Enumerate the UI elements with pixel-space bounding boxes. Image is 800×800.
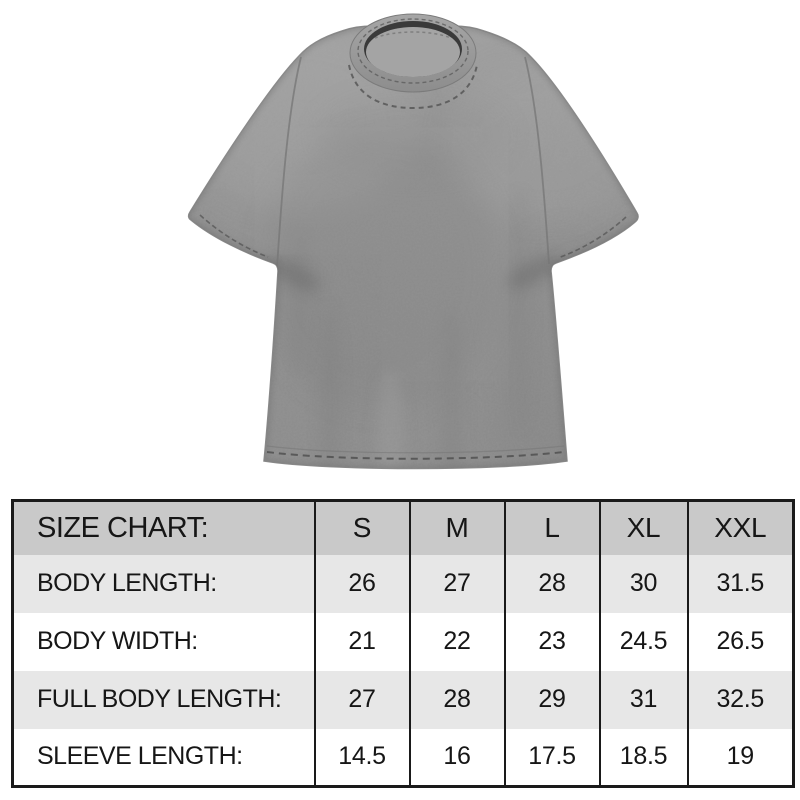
cell-body-length-l: 28 (503, 554, 600, 613)
table-row-full-body-length: FULL BODY LENGTH: 27 28 29 31 32.5 (12, 670, 794, 729)
collar-stitch-band (357, 18, 469, 84)
cell-body-width-s: 21 (313, 612, 410, 671)
tshirt-product-image (165, 5, 665, 490)
size-chart-header-row: SIZE CHART: S M L XL XXL (12, 500, 794, 555)
row-label-body-width: BODY WIDTH: (37, 627, 198, 655)
cell-body-length-s: 26 (313, 554, 410, 613)
cell-body-length-xl: 30 (598, 554, 688, 613)
cell-body-length-xxl: 31.5 (686, 554, 794, 613)
cell-sleeve-length-m: 16 (408, 728, 505, 787)
row-label-body-length: BODY LENGTH: (37, 569, 217, 597)
size-col-header-xxl: XXL (686, 500, 794, 555)
row-label-full-body-length: FULL BODY LENGTH: (37, 685, 282, 713)
size-col-header-m: M (408, 500, 505, 555)
cell-sleeve-length-xl: 18.5 (598, 728, 688, 787)
cell-sleeve-length-s: 14.5 (313, 728, 410, 787)
cell-full-body-length-s: 27 (313, 670, 410, 729)
cell-body-width-xxl: 26.5 (686, 612, 794, 671)
cell-body-width-xl: 24.5 (598, 612, 688, 671)
collar-stitch-outer (348, 64, 478, 110)
size-col-header-l: L (503, 500, 600, 555)
size-col-header-xl: XL (598, 500, 688, 555)
right-cuff-stitch (557, 216, 627, 259)
cell-sleeve-length-xxl: 19 (686, 728, 794, 787)
table-row-body-length: BODY LENGTH: 26 27 28 30 31.5 (12, 554, 794, 613)
tshirt-collar (348, 13, 478, 110)
cell-full-body-length-xxl: 32.5 (686, 670, 794, 729)
inner-back-panel (366, 27, 460, 77)
hem-stitch (266, 445, 565, 460)
row-label-sleeve-length: SLEEVE LENGTH: (37, 742, 243, 771)
size-chart-table: SIZE CHART: S M L XL XXL BODY LENGTH: 26… (11, 499, 795, 788)
size-col-header-s: S (313, 500, 410, 555)
cell-full-body-length-xl: 31 (598, 670, 688, 729)
table-row-sleeve-length: SLEEVE LENGTH: 14.5 16 17.5 18.5 19 (12, 728, 794, 787)
size-chart-title: SIZE CHART: (37, 511, 209, 544)
cell-body-width-m: 22 (408, 612, 505, 671)
right-sleeve-seam (524, 56, 550, 265)
cell-sleeve-length-l: 17.5 (503, 728, 600, 787)
table-row-body-width: BODY WIDTH: 21 22 23 24.5 26.5 (12, 612, 794, 671)
cell-full-body-length-l: 29 (503, 670, 600, 729)
tshirt-illustration (187, 13, 639, 470)
inner-neck-stitch (374, 31, 452, 39)
cell-body-width-l: 23 (503, 612, 600, 671)
left-sleeve-seam (276, 56, 302, 269)
left-cuff-stitch (199, 214, 269, 258)
cell-full-body-length-m: 28 (408, 670, 505, 729)
cell-body-length-m: 27 (408, 554, 505, 613)
